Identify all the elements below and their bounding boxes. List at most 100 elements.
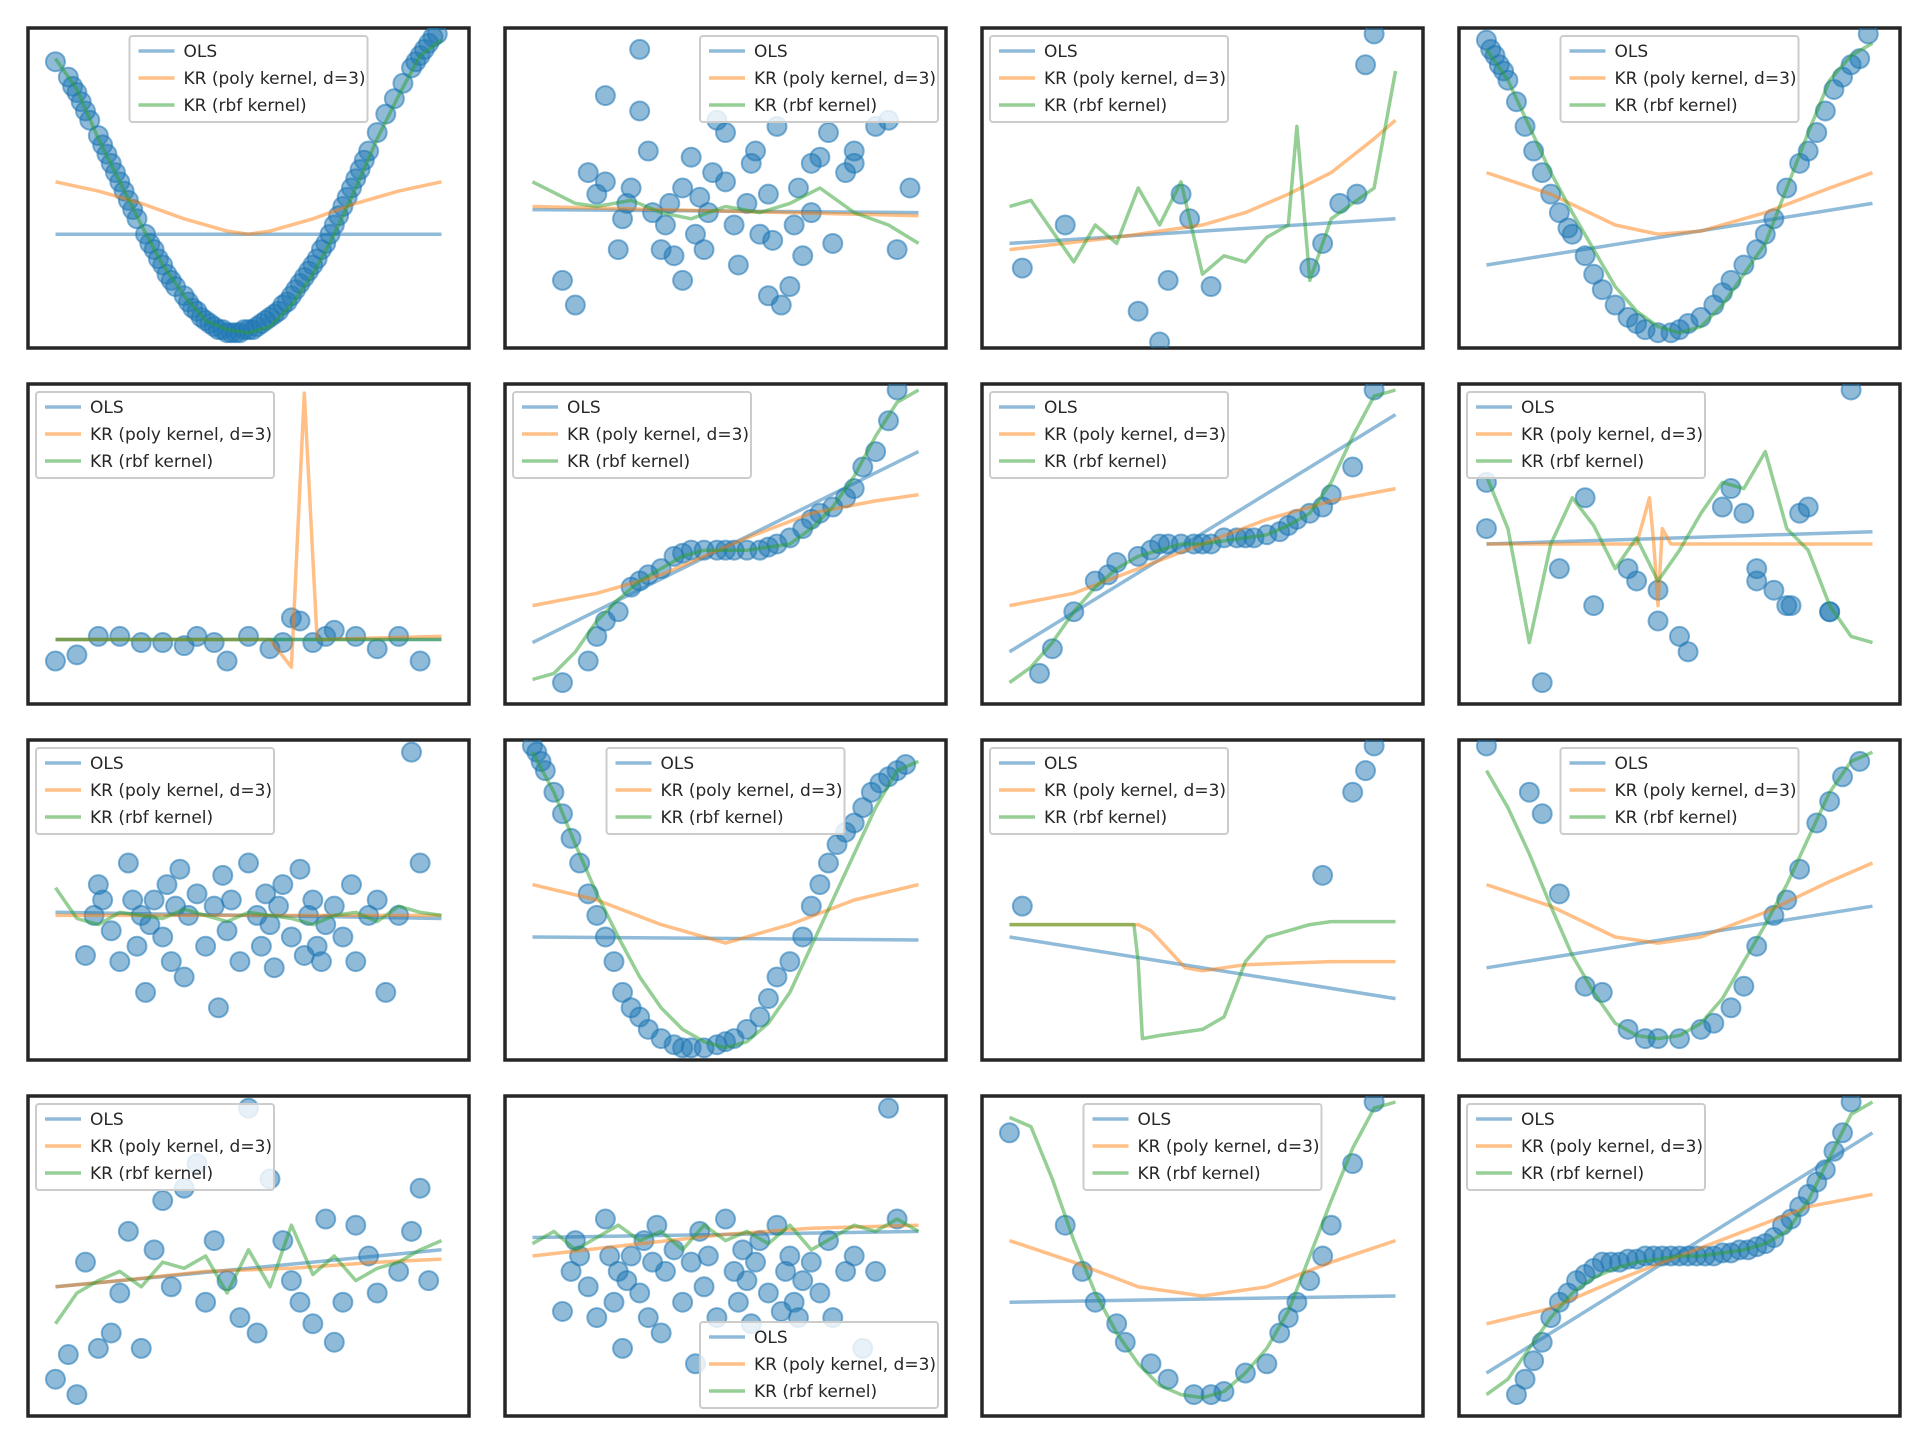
- data-point: [594, 1208, 616, 1230]
- ols-line: [1009, 1294, 1396, 1304]
- rbf-line: [531, 1217, 920, 1252]
- data-point: [1256, 1353, 1278, 1375]
- data-point: [323, 619, 345, 641]
- data-point: [130, 632, 152, 654]
- legend: OLS KR (poly kernel, d=3) KR (rbf kernel): [699, 1321, 939, 1409]
- data-point: [762, 229, 784, 251]
- legend-label: KR (rbf kernel): [661, 808, 784, 828]
- data-point: [135, 981, 157, 1003]
- poly-line: [1009, 118, 1397, 252]
- data-point: [1604, 294, 1626, 316]
- legend: OLS KR (poly kernel, d=3) KR (rbf kernel): [699, 35, 939, 123]
- data-point: [100, 1322, 122, 1344]
- legend: OLS KR (poly kernel, d=3) KR (rbf kernel): [605, 747, 846, 835]
- data-point: [732, 1239, 754, 1261]
- data-point: [87, 1337, 109, 1359]
- data-point: [375, 981, 397, 1003]
- data-point: [74, 1251, 96, 1273]
- data-point: [1733, 502, 1755, 524]
- data-point: [280, 926, 302, 948]
- data-point: [289, 858, 311, 880]
- data-point: [1548, 883, 1570, 905]
- legend-label: OLS: [90, 1110, 124, 1130]
- legend: OLS KR (poly kernel, d=3) KR (rbf kernel): [989, 747, 1229, 835]
- data-point: [1647, 610, 1669, 632]
- data-point: [1342, 456, 1364, 478]
- poly-line: [532, 882, 919, 945]
- data-point: [616, 1270, 638, 1292]
- data-point: [345, 951, 367, 973]
- data-point: [272, 874, 294, 896]
- data-point: [1703, 1012, 1725, 1034]
- rbf-line: [54, 38, 443, 335]
- poly-line: [1008, 1238, 1397, 1298]
- data-point: [757, 285, 779, 307]
- data-point: [886, 239, 908, 261]
- data-point: [203, 1230, 225, 1252]
- data-point: [418, 1270, 440, 1292]
- legend: OLS KR (poly kernel, d=3) KR (rbf kernel): [1559, 35, 1800, 123]
- legend-box: [1559, 747, 1800, 835]
- data-point: [564, 294, 586, 316]
- data-point: [749, 1006, 771, 1028]
- legend: OLS KR (poly kernel, d=3) KR (rbf kernel): [989, 391, 1229, 479]
- data-point: [792, 1270, 814, 1292]
- data-point: [612, 1337, 634, 1359]
- data-point: [87, 625, 109, 647]
- legend-label: OLS: [1615, 42, 1649, 62]
- subplot-16: OLS KR (poly kernel, d=3) KR (rbf kernel): [1457, 1094, 1902, 1418]
- legend-label: KR (poly kernel, d=3): [567, 425, 749, 445]
- data-point: [817, 122, 839, 144]
- data-point: [44, 650, 66, 672]
- rbf-line: [532, 388, 920, 682]
- legend-box: [1466, 1103, 1706, 1191]
- legend-box: [1559, 35, 1800, 123]
- data-point: [603, 1291, 625, 1313]
- data-point: [1041, 638, 1063, 660]
- legend-box: [989, 35, 1229, 123]
- subplot-1: OLS KR (poly kernel, d=3) KR (rbf kernel): [26, 26, 471, 350]
- data-point: [672, 1291, 694, 1313]
- data-point: [401, 741, 423, 763]
- data-point: [117, 1220, 139, 1242]
- data-point: [207, 997, 229, 1019]
- rbf-line: [1008, 1100, 1396, 1400]
- legend: OLS KR (poly kernel, d=3) KR (rbf kernel): [512, 391, 752, 479]
- data-point: [160, 951, 182, 973]
- legend-box: [35, 391, 275, 479]
- data-point: [792, 926, 814, 948]
- subplot-10: OLS KR (poly kernel, d=3) KR (rbf kernel): [503, 738, 948, 1062]
- data-point: [637, 140, 659, 162]
- data-point: [332, 1291, 354, 1313]
- data-point: [757, 988, 779, 1010]
- legend: OLS KR (poly kernel, d=3) KR (rbf kernel): [989, 35, 1229, 123]
- data-point: [1746, 570, 1768, 592]
- legend-label: KR (poly kernel, d=3): [1044, 69, 1226, 89]
- data-point: [409, 650, 431, 672]
- data-point: [629, 100, 651, 122]
- subplot-6: OLS KR (poly kernel, d=3) KR (rbf kernel): [503, 382, 948, 706]
- subplot-11: OLS KR (poly kernel, d=3) KR (rbf kernel): [980, 738, 1425, 1062]
- data-point: [886, 384, 908, 401]
- legend: OLS KR (poly kernel, d=3) KR (rbf kernel): [1082, 1103, 1323, 1191]
- data-point: [620, 177, 642, 199]
- data-point: [57, 1344, 79, 1366]
- data-point: [1780, 595, 1802, 617]
- data-point: [1140, 1353, 1162, 1375]
- data-point: [340, 874, 362, 896]
- rbf-line: [531, 180, 920, 245]
- data-point: [1342, 781, 1364, 803]
- data-point: [220, 889, 242, 911]
- legend-label: KR (poly kernel, d=3): [1044, 781, 1226, 801]
- data-point: [1011, 895, 1033, 917]
- data-point: [629, 1282, 651, 1304]
- legend-label: KR (poly kernel, d=3): [1615, 69, 1797, 89]
- subplot-2: OLS KR (poly kernel, d=3) KR (rbf kernel): [503, 26, 948, 350]
- legend-label: KR (poly kernel, d=3): [1615, 781, 1797, 801]
- data-point: [409, 852, 431, 874]
- data-point: [779, 276, 801, 298]
- data-point: [152, 1190, 174, 1212]
- legend-label: KR (rbf kernel): [754, 1382, 877, 1402]
- data-point: [1548, 558, 1570, 580]
- data-point: [268, 895, 290, 917]
